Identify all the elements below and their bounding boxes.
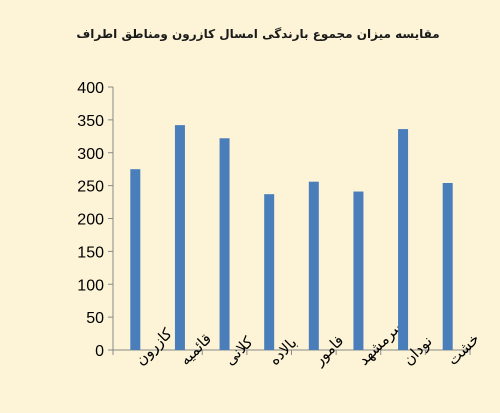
- y-tick-label: 400: [77, 80, 104, 97]
- chart-title: مقایسه میزان مجموع بارندگی امسال کازرون …: [76, 27, 439, 42]
- bar-4: [308, 181, 319, 350]
- bar-1: [174, 125, 185, 350]
- y-tick-label: 150: [77, 244, 104, 261]
- y-axis: 0 50 100 150 200 250 300 350 400: [77, 80, 114, 360]
- bar-0: [130, 169, 141, 350]
- bar-7: [442, 182, 453, 350]
- y-tick-label: 0: [95, 343, 104, 360]
- y-tick-label: 250: [77, 179, 104, 196]
- y-tick-label: 300: [77, 146, 104, 163]
- bar-5: [353, 191, 364, 350]
- y-tick-label: 200: [77, 212, 104, 229]
- bar-3: [264, 194, 275, 350]
- y-tick-label: 50: [86, 310, 104, 327]
- y-tick-label: 350: [77, 113, 104, 130]
- y-tick-label: 100: [77, 277, 104, 294]
- bar-6: [398, 129, 409, 350]
- bars: [130, 125, 453, 350]
- bar-2: [219, 138, 230, 350]
